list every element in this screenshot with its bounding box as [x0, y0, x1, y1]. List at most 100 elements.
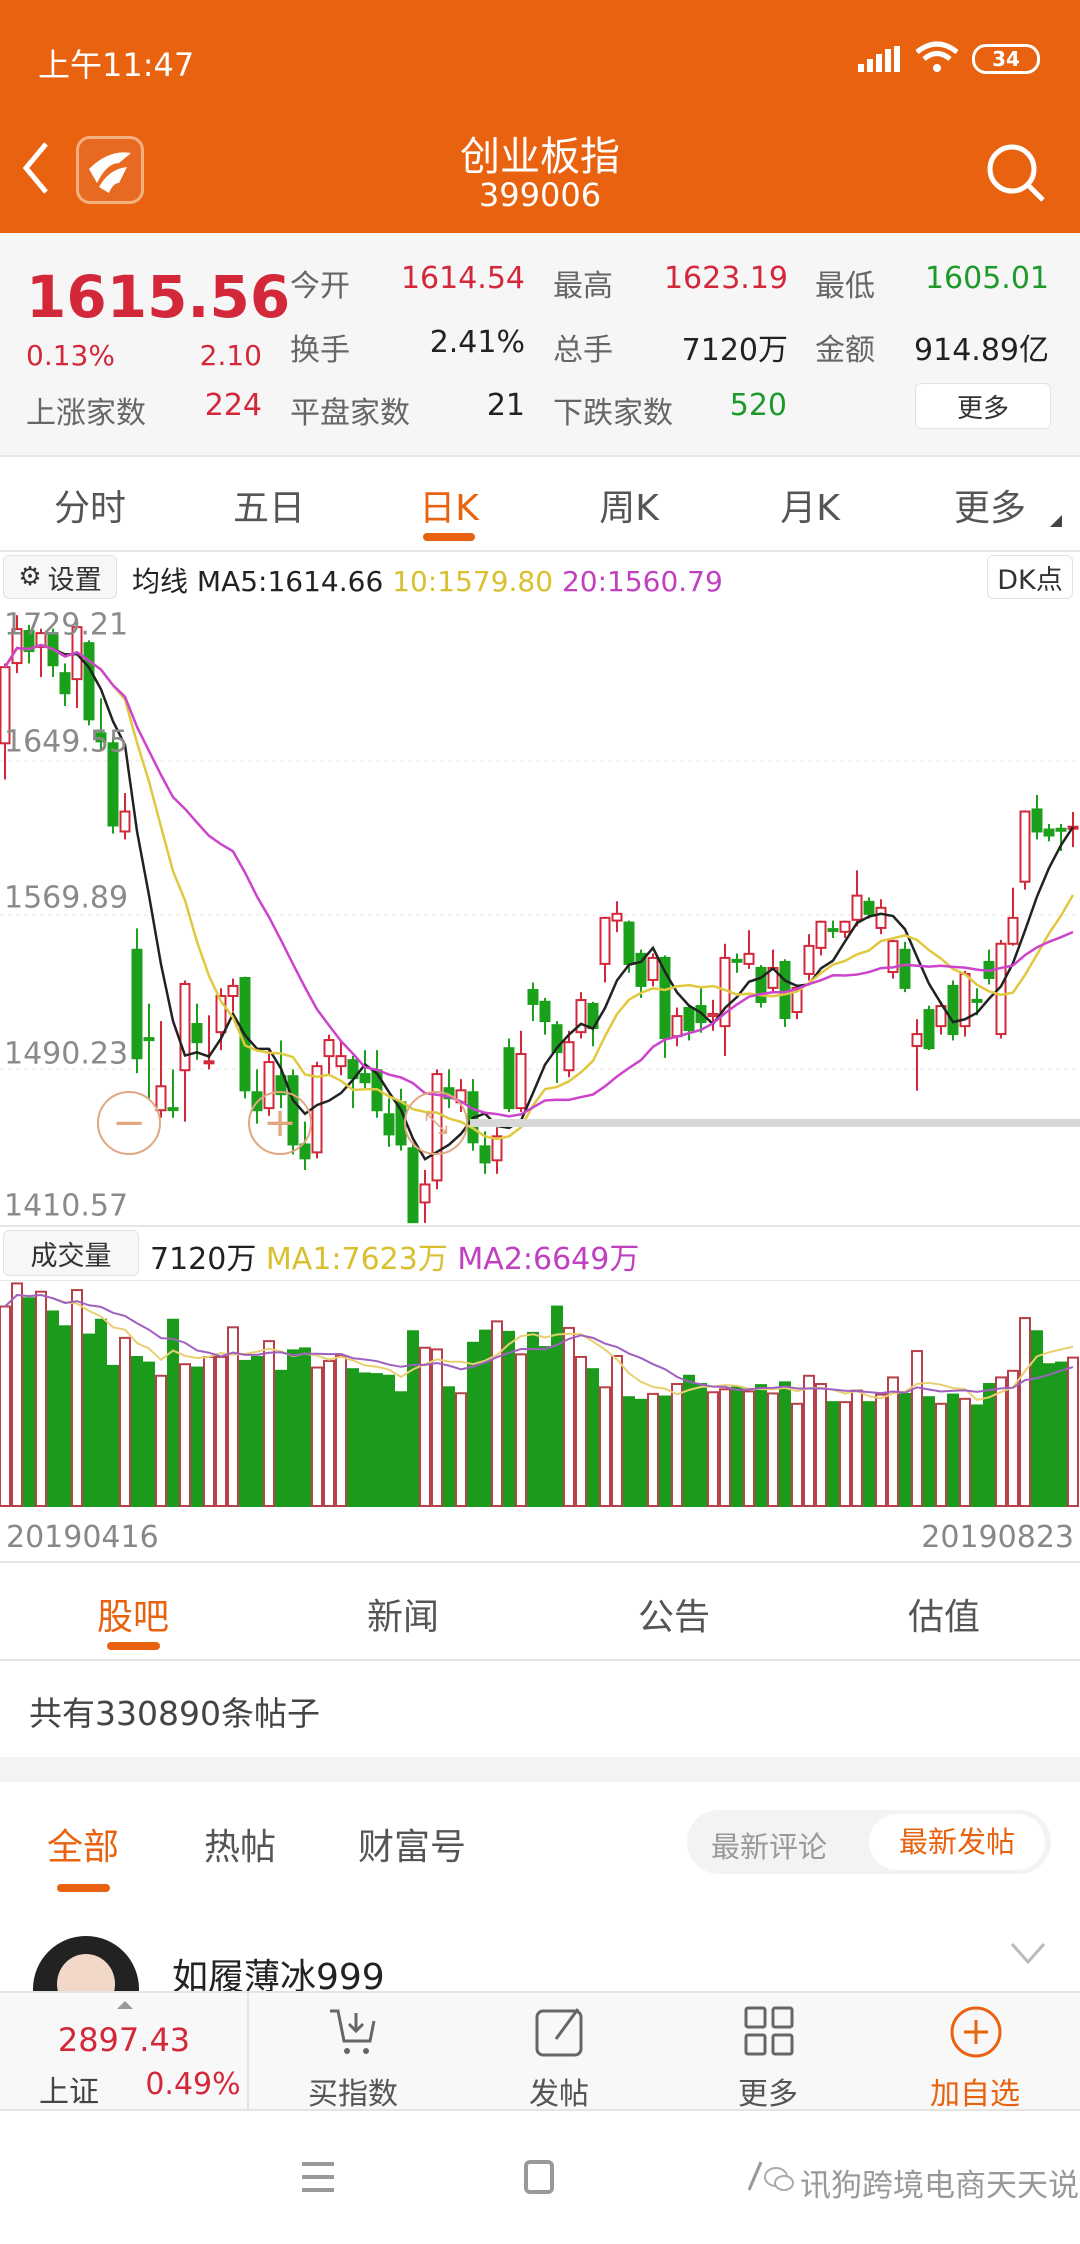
- tab-news[interactable]: 新闻: [366, 1597, 440, 1638]
- search-icon[interactable]: [985, 142, 1049, 210]
- dk-point-button[interactable]: DK点: [987, 555, 1073, 599]
- volume-bar: [167, 1318, 179, 1507]
- volume-bar: [791, 1402, 803, 1507]
- filter-all[interactable]: 全部: [46, 1827, 120, 1868]
- candle: [755, 966, 767, 1003]
- volume-bar: [839, 1401, 851, 1507]
- high-label: 最高: [553, 269, 613, 304]
- volume-bar: [311, 1366, 323, 1507]
- expand-up-icon[interactable]: [117, 2001, 133, 2009]
- volume-bar: [431, 1348, 443, 1508]
- add-watchlist-button[interactable]: 加自选: [930, 2077, 1020, 2112]
- nav-back-icon[interactable]: [745, 2160, 765, 2198]
- volume-bar: [23, 1297, 35, 1508]
- volume-bar: [503, 1330, 515, 1508]
- active-tab-indicator: [423, 533, 475, 541]
- candle: [1019, 810, 1031, 883]
- candle: [575, 999, 587, 1034]
- tab-minute[interactable]: 分时: [53, 488, 127, 529]
- volume-ma5-line: [4, 1293, 1074, 1402]
- tab-more[interactable]: 更多: [953, 488, 1027, 529]
- add-circle-icon[interactable]: [949, 2005, 1003, 2063]
- avatar[interactable]: [33, 1936, 139, 1996]
- candle: [647, 956, 659, 981]
- candle: [671, 1015, 683, 1038]
- tab-monthly-k[interactable]: 月K: [780, 488, 840, 529]
- tab-five-day[interactable]: 五日: [232, 488, 306, 529]
- amount-value: 914.89亿: [914, 333, 1049, 368]
- edit-icon[interactable]: [534, 2005, 586, 2063]
- sh-index-value[interactable]: 2897.43: [57, 2021, 191, 2059]
- volume-bar: [983, 1383, 995, 1507]
- chevron-down-icon[interactable]: [1010, 1942, 1046, 1970]
- active-filter-indicator: [57, 1884, 110, 1892]
- volume-bar: [539, 1346, 551, 1508]
- volume-bar: [287, 1349, 299, 1507]
- candle: [383, 1113, 395, 1136]
- volume-bar: [71, 1289, 83, 1508]
- volume-bar: [803, 1374, 815, 1508]
- candle: [815, 920, 827, 949]
- menu-icon[interactable]: [302, 2162, 334, 2196]
- tab-valuation[interactable]: 估值: [907, 1597, 981, 1638]
- candle: [119, 810, 131, 833]
- volume-bar: [647, 1392, 659, 1507]
- sort-toggle: 最新评论 最新发帖: [687, 1810, 1051, 1874]
- volume-bar: [119, 1336, 131, 1507]
- cart-icon[interactable]: [328, 2007, 378, 2061]
- zoom-out-icon[interactable]: −: [97, 1091, 161, 1155]
- flat-count: 21: [486, 388, 525, 423]
- tab-weekly-k[interactable]: 周K: [599, 488, 659, 529]
- volume-bar: [719, 1388, 731, 1507]
- home-icon[interactable]: [524, 2160, 554, 2194]
- volume-bar: [83, 1333, 95, 1508]
- volume-indicator-button[interactable]: 成交量: [3, 1230, 139, 1276]
- volume-bar: [491, 1320, 503, 1508]
- volume-bar: [779, 1381, 791, 1507]
- grid-icon[interactable]: [743, 2005, 795, 2061]
- volume-bar: [851, 1389, 863, 1507]
- buy-index-button[interactable]: 买指数: [308, 2077, 398, 2112]
- period-tabs: 分时 五日 日K 周K 月K 更多: [0, 457, 1080, 550]
- volume-ma2: MA2:6649万: [457, 1242, 640, 1277]
- app-logo-icon: [76, 136, 144, 204]
- volume-bar: [239, 1359, 251, 1507]
- more-button[interactable]: 更多: [738, 2077, 798, 2112]
- dropdown-triangle-icon: [1050, 515, 1062, 527]
- sort-latest-comment[interactable]: 最新评论: [711, 1830, 828, 1864]
- scroll-track[interactable]: [470, 1119, 1080, 1127]
- tab-guba[interactable]: 股吧: [96, 1597, 170, 1638]
- chart-settings-button[interactable]: ⚙ 设置: [3, 555, 117, 599]
- candle: [515, 1052, 527, 1110]
- more-stats-button[interactable]: 更多: [915, 383, 1051, 429]
- open-value: 1614.54: [400, 261, 525, 296]
- post-button[interactable]: 发帖: [529, 2077, 589, 2112]
- volume-bar: [971, 1404, 983, 1507]
- candle: [155, 1085, 167, 1112]
- sort-latest-post[interactable]: 最新发帖: [869, 1814, 1045, 1870]
- filter-wealth[interactable]: 财富号: [357, 1827, 467, 1868]
- volume-label: 总手: [553, 333, 613, 368]
- turnover-label: 换手: [290, 333, 350, 368]
- filter-hot[interactable]: 热帖: [203, 1827, 277, 1868]
- x-end-date: 20190823: [921, 1520, 1074, 1555]
- tab-announcements[interactable]: 公告: [637, 1597, 711, 1638]
- volume-bar: [395, 1391, 407, 1507]
- tab-daily-k[interactable]: 日K: [419, 488, 479, 529]
- volume-bar: [935, 1402, 947, 1507]
- volume-bar: [1007, 1369, 1019, 1507]
- wifi-icon: [915, 40, 959, 78]
- volume-bar: [527, 1331, 539, 1507]
- back-icon[interactable]: [20, 140, 50, 200]
- move-arrows-icon[interactable]: ⤡: [404, 1091, 468, 1155]
- battery-icon: 34: [972, 44, 1040, 74]
- candle: [911, 1033, 923, 1048]
- volume-bar: [335, 1354, 347, 1507]
- bottom-toolbar: 2897.43 上证 0.49% 买指数 发帖 更多 加自选: [0, 1991, 1080, 2112]
- volume-ma1: MA1:7623万: [265, 1242, 448, 1277]
- candle: [947, 984, 959, 1036]
- zoom-in-icon[interactable]: +: [248, 1091, 312, 1155]
- volume-bar: [263, 1340, 275, 1507]
- candlestick-chart[interactable]: [0, 603, 1080, 1225]
- candle: [167, 1107, 179, 1112]
